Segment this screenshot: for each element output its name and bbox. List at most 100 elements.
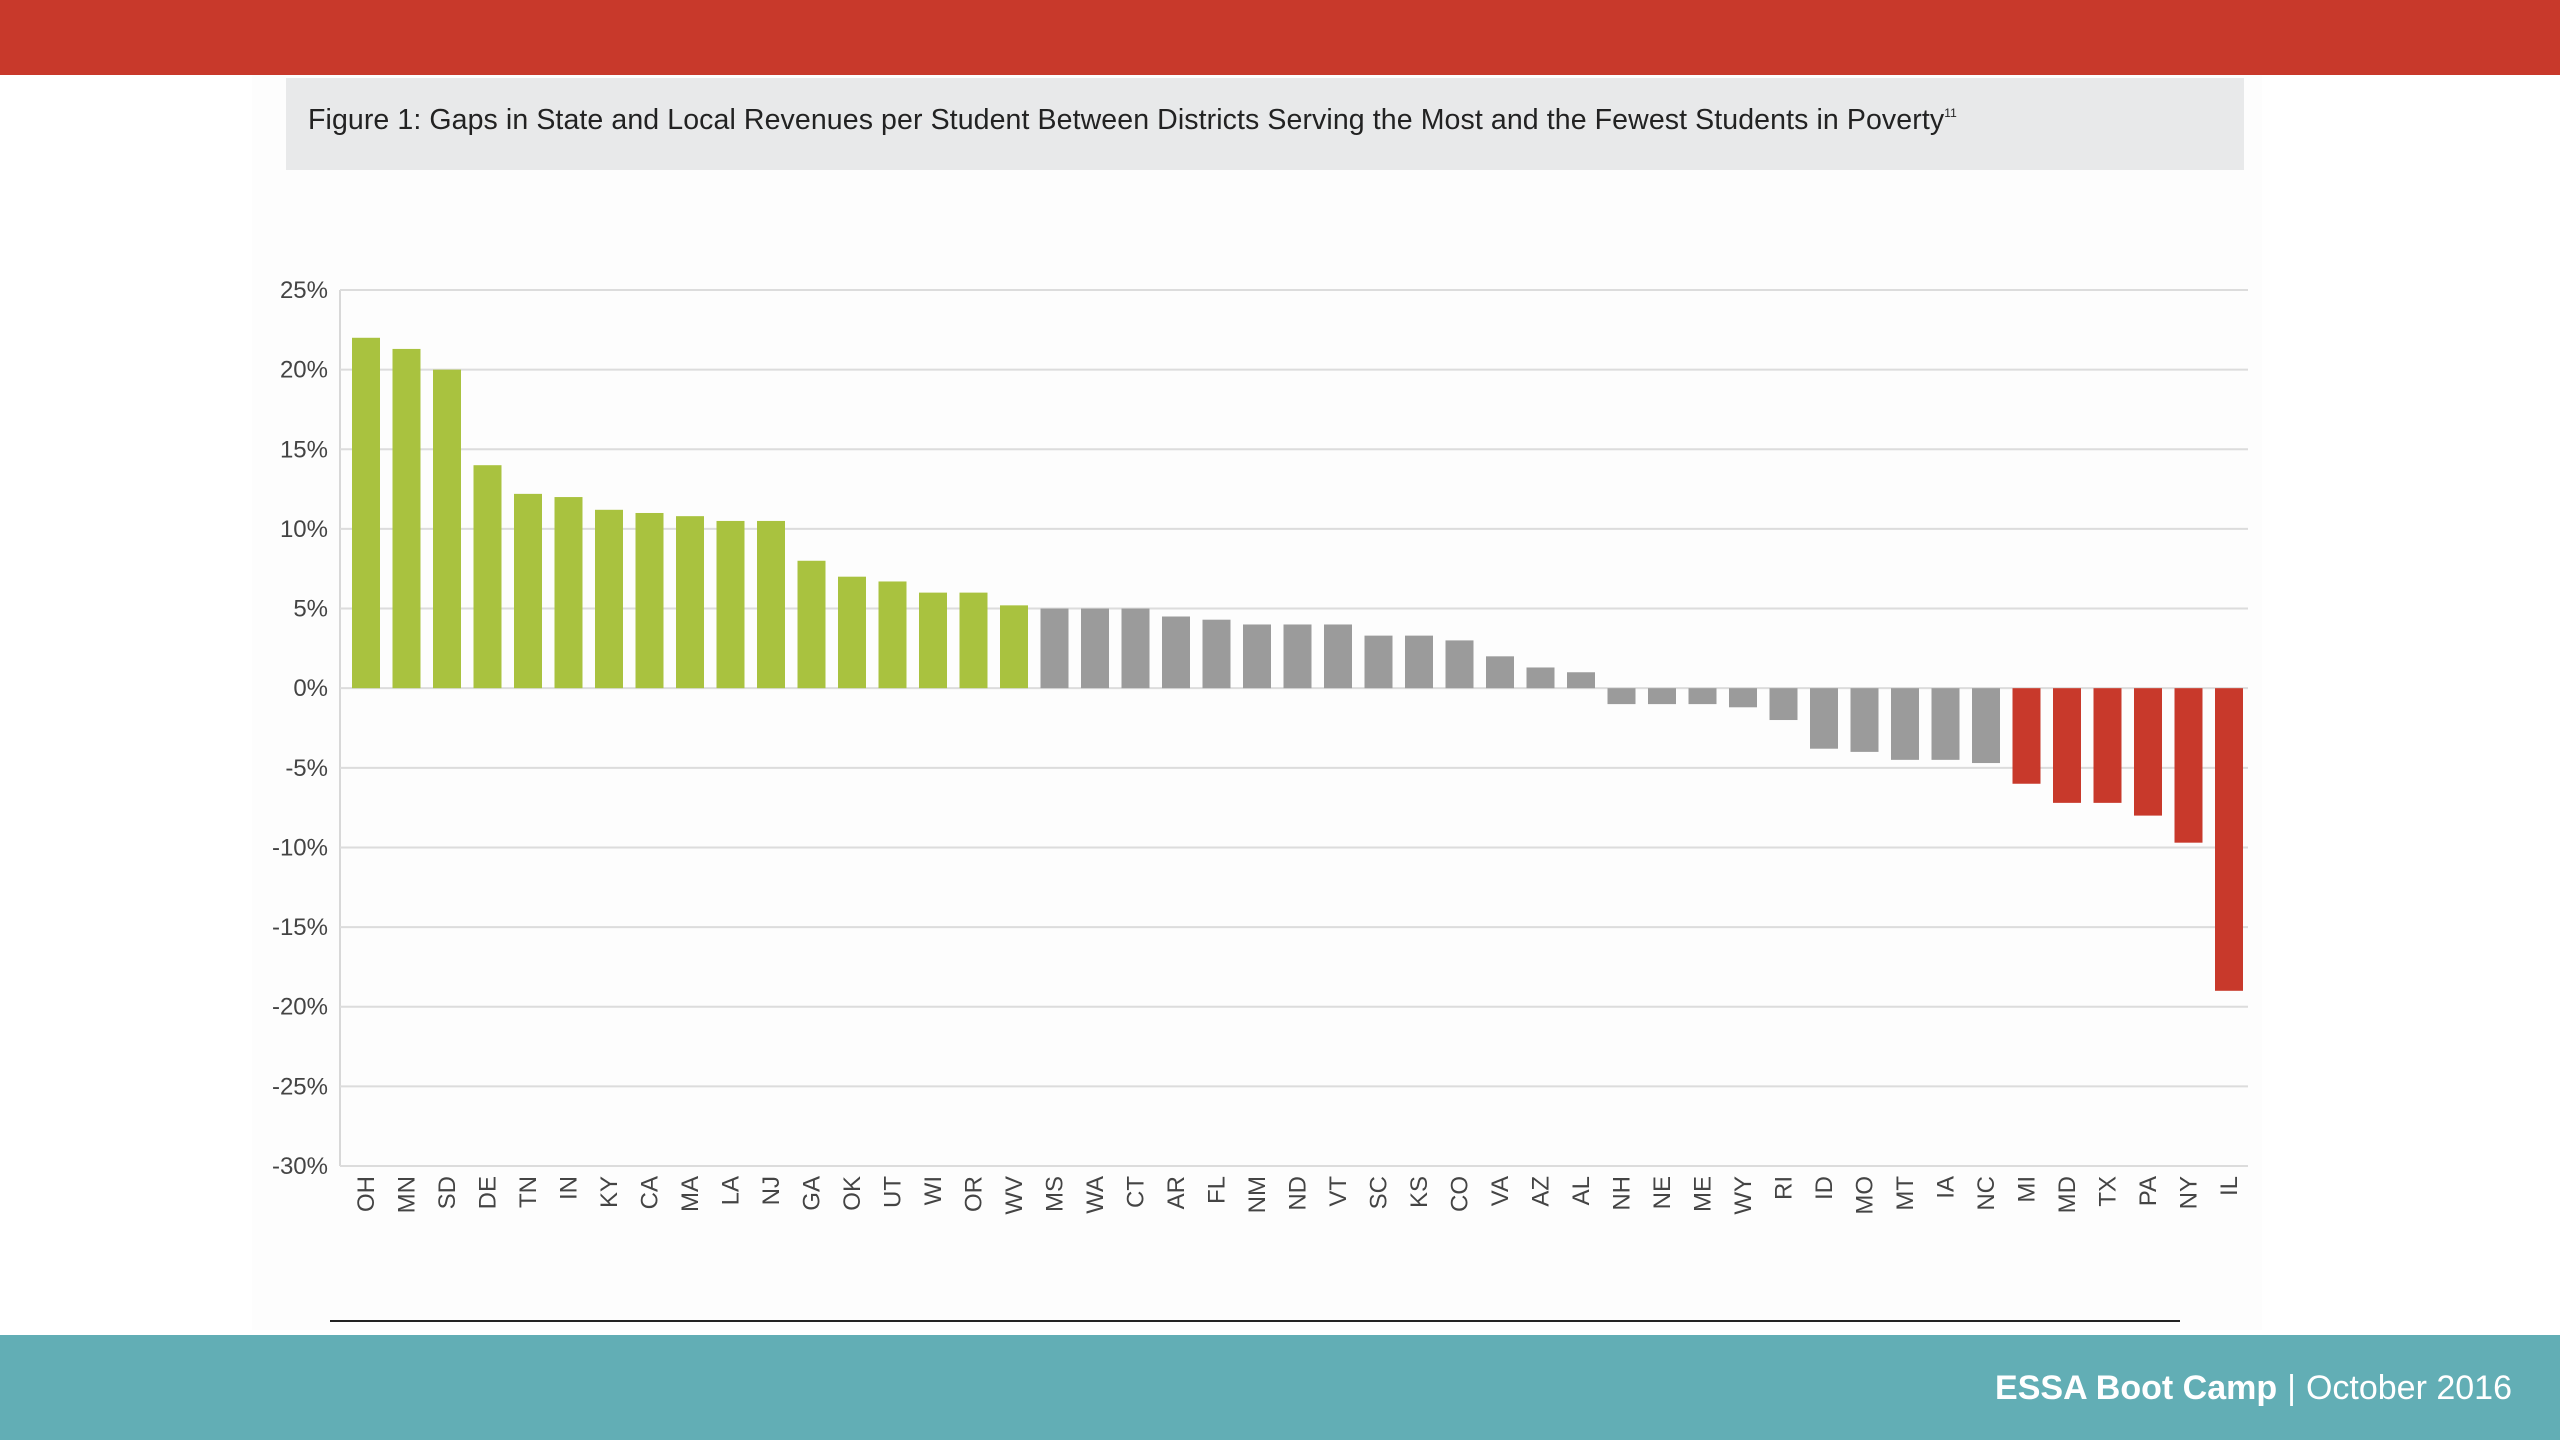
bar-me bbox=[1688, 688, 1717, 705]
bar-az bbox=[1526, 667, 1555, 689]
x-tick-label: MI bbox=[2014, 1176, 2041, 1203]
y-tick-label: 25% bbox=[280, 277, 328, 304]
x-tick-label: NM bbox=[1244, 1176, 1271, 1213]
bar-il bbox=[2215, 688, 2243, 991]
top-banner bbox=[0, 0, 2560, 75]
bar-ia bbox=[1931, 688, 1960, 760]
y-tick-label: 10% bbox=[280, 516, 328, 543]
bar-id bbox=[1810, 688, 1838, 749]
bar-ar bbox=[1162, 616, 1190, 689]
x-tick-label: MD bbox=[2054, 1176, 2081, 1213]
bar-or bbox=[959, 592, 988, 689]
x-tick-label: IN bbox=[556, 1176, 583, 1200]
x-tick-label: KY bbox=[596, 1176, 623, 1208]
x-tick-label: AL bbox=[1568, 1176, 1595, 1205]
bar-ma bbox=[676, 516, 704, 689]
bar-ri bbox=[1769, 688, 1798, 721]
x-tick-label: ND bbox=[1285, 1176, 1312, 1211]
bar-ok bbox=[838, 576, 866, 689]
x-tick-label: MT bbox=[1892, 1176, 1919, 1211]
figure-caption-footnote: 11 bbox=[1944, 106, 1957, 120]
bar-fl bbox=[1202, 619, 1231, 689]
y-tick-label: 5% bbox=[293, 596, 328, 623]
y-tick-label: -30% bbox=[272, 1153, 328, 1180]
footer-separator: | bbox=[2287, 1369, 2296, 1407]
bar-al bbox=[1567, 672, 1595, 689]
x-tick-label: PA bbox=[2135, 1176, 2162, 1206]
x-tick-label: GA bbox=[799, 1176, 826, 1211]
x-tick-label: WY bbox=[1730, 1176, 1757, 1215]
bar-sc bbox=[1364, 635, 1393, 689]
footer-date: October 2016 bbox=[2305, 1369, 2512, 1407]
y-tick-label: 0% bbox=[293, 675, 328, 702]
bar-in bbox=[554, 497, 583, 689]
bar-co bbox=[1445, 640, 1474, 689]
footer-brand: ESSA Boot Camp bbox=[1995, 1369, 2278, 1407]
y-tick-label: -5% bbox=[285, 755, 328, 782]
bar-sd bbox=[433, 369, 461, 689]
bar-md bbox=[2053, 688, 2081, 803]
bar-nd bbox=[1283, 624, 1312, 689]
bar-ct bbox=[1121, 608, 1150, 689]
x-tick-label: WV bbox=[1001, 1176, 1028, 1215]
figure-caption-box: Figure 1: Gaps in State and Local Revenu… bbox=[286, 78, 2244, 170]
x-tick-label: MA bbox=[677, 1176, 704, 1212]
x-tick-label: NJ bbox=[758, 1176, 785, 1205]
bar-vt bbox=[1324, 624, 1352, 689]
footer-divider bbox=[330, 1320, 2180, 1322]
bar-wy bbox=[1729, 688, 1757, 708]
bar-la bbox=[716, 520, 745, 689]
x-tick-label: TX bbox=[2095, 1176, 2122, 1207]
bar-wi bbox=[919, 592, 947, 689]
bar-tx bbox=[2093, 688, 2122, 803]
chart-bars bbox=[352, 337, 2243, 991]
x-tick-label: KS bbox=[1406, 1176, 1433, 1208]
x-tick-label: SD bbox=[434, 1176, 461, 1209]
x-tick-label: OH bbox=[353, 1176, 380, 1212]
chart-gridlines bbox=[339, 289, 2248, 1167]
bar-nj bbox=[757, 520, 785, 689]
figure-panel bbox=[252, 75, 2262, 1330]
x-tick-label: NY bbox=[2176, 1176, 2203, 1209]
x-tick-label: SC bbox=[1366, 1176, 1393, 1209]
x-tick-label: TN bbox=[515, 1176, 542, 1208]
figure-caption: Figure 1: Gaps in State and Local Revenu… bbox=[308, 104, 1957, 137]
bar-mn bbox=[392, 348, 421, 689]
bar-nh bbox=[1607, 688, 1636, 705]
x-tick-label: LA bbox=[718, 1176, 745, 1205]
bar-ny bbox=[2174, 688, 2203, 843]
footer-banner: ESSA Boot Camp | October 2016 bbox=[0, 1335, 2560, 1440]
x-tick-label: UT bbox=[880, 1176, 907, 1208]
x-tick-label: VT bbox=[1325, 1176, 1352, 1207]
x-tick-label: IL bbox=[2216, 1176, 2243, 1196]
y-tick-label: 15% bbox=[280, 436, 328, 463]
x-tick-label: OR bbox=[961, 1176, 988, 1212]
y-tick-label: 20% bbox=[280, 357, 328, 384]
x-tick-label: VA bbox=[1487, 1176, 1514, 1206]
bar-ms bbox=[1040, 608, 1069, 689]
bar-mi bbox=[2012, 688, 2041, 784]
footer-text: ESSA Boot Camp | October 2016 bbox=[1995, 1369, 2512, 1408]
x-tick-label: MN bbox=[394, 1176, 421, 1213]
bar-pa bbox=[2134, 688, 2162, 816]
bar-de bbox=[473, 465, 502, 689]
figure-caption-text: Figure 1: Gaps in State and Local Revenu… bbox=[308, 104, 1945, 136]
y-tick-label: -15% bbox=[272, 914, 328, 941]
x-tick-label: WI bbox=[920, 1176, 947, 1205]
y-axis-tick-labels: 25% 20% 15% 10% 5% 0% -5% -10% -15% -20% -25% -30% bbox=[272, 277, 328, 1180]
x-tick-label: MS bbox=[1042, 1176, 1069, 1212]
bar-ga bbox=[797, 560, 826, 689]
y-tick-label: -25% bbox=[272, 1073, 328, 1100]
x-tick-label: DE bbox=[475, 1176, 502, 1209]
bar-mt bbox=[1891, 688, 1919, 760]
x-tick-label: NE bbox=[1649, 1176, 1676, 1209]
x-tick-label: OK bbox=[839, 1176, 866, 1211]
bar-nc bbox=[1972, 688, 2000, 764]
bar-mo bbox=[1850, 688, 1879, 752]
x-tick-label: AZ bbox=[1528, 1176, 1555, 1207]
x-tick-label: NC bbox=[1973, 1176, 2000, 1211]
x-tick-label: FL bbox=[1204, 1176, 1231, 1204]
bar-ca bbox=[635, 512, 664, 689]
bar-ky bbox=[595, 509, 623, 689]
bar-va bbox=[1486, 656, 1514, 689]
